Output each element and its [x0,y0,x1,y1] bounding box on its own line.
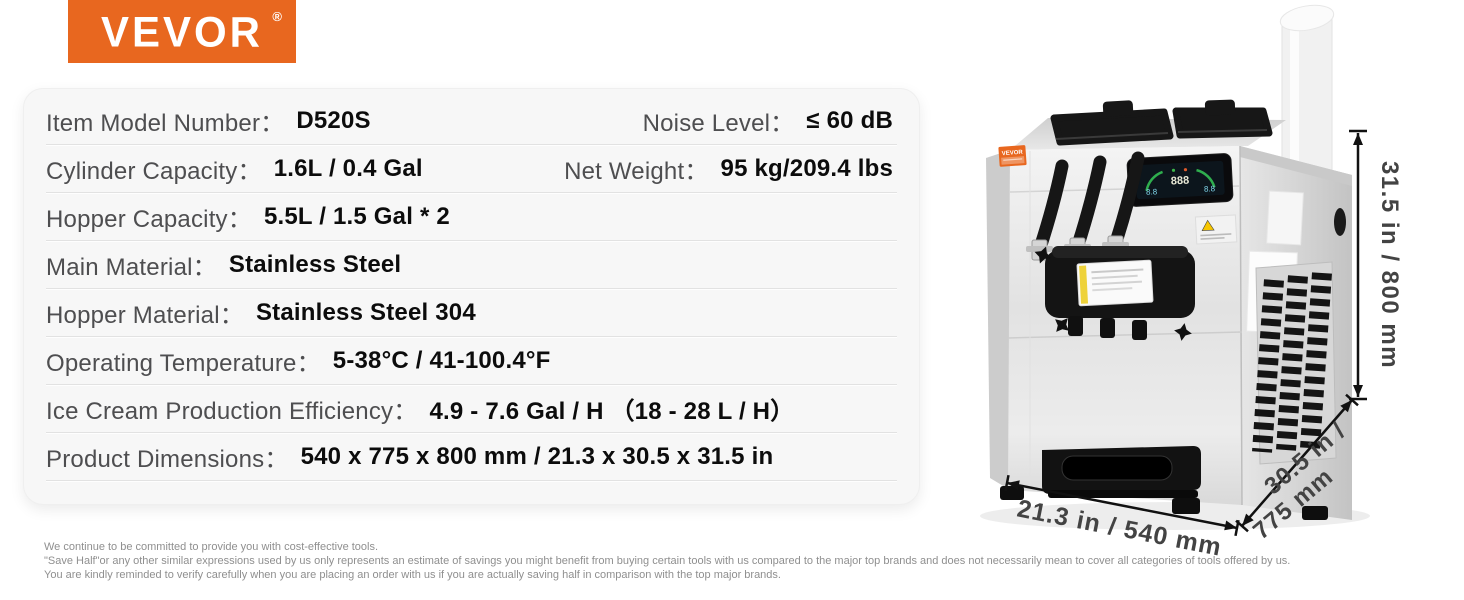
spec-row-product-dimensions: Product Dimensions： 540 x 775 x 800 mm /… [46,433,897,481]
dimension-depth [1235,393,1359,533]
warning-label [1194,214,1238,245]
dimension-height-label: 31.5 in / 800 mm [1376,161,1403,369]
nozzle [1132,320,1147,340]
spec-value: Stainless Steel [228,250,402,278]
spec-label: Operating Temperature： [46,350,321,377]
spec-label: Ice Cream Production Efficiency： [46,398,418,425]
spec-row-production-efficiency: Ice Cream Production Efficiency： 4.9 - 7… [46,385,897,433]
sticker-brand-text: VEVOR [1002,150,1024,157]
front-panel [1008,146,1242,505]
nozzle [1100,318,1115,338]
control-display: 888 8.8 8.8 [1126,153,1234,207]
display-center-readout: 888 [1171,175,1190,188]
vevor-logo-text: VEVOR [100,7,264,55]
spec-row-hopper-capacity: Hopper Capacity： 5.5L / 1.5 Gal * 2 [46,193,897,241]
display-left-readout: 8.8 [1146,187,1158,197]
vevor-logo: VEVOR ® [68,0,296,63]
spec-table: Item Model Number： D520S Noise Level： ≤ … [23,88,920,505]
disclaimer-line: You are kindly reminded to verify carefu… [44,569,781,581]
spec-value: 95 kg/209.4 lbs [720,154,893,182]
spec-row-net-weight: Net Weight： 95 kg/209.4 lbs [564,151,897,186]
lid-knob-left [1102,100,1134,117]
spec-label: Net Weight： [564,158,709,185]
spec-value: ≤ 60 dB [806,106,893,134]
drip-tray [1042,446,1201,498]
disclaimer-line: We continue to be committed to provide y… [44,541,379,553]
spec-value: 5-38°C / 41-100.4°F [332,346,551,374]
spec-label: Product Dimensions： [46,446,289,473]
dispense-handle [1109,151,1145,249]
spec-row-main-material: Main Material： Stainless Steel [46,241,897,289]
spec-row-noise-level: Noise Level： ≤ 60 dB [643,103,897,138]
dimension-height [1349,129,1367,401]
spec-row-operating-temperature: Operating Temperature： 5-38°C / 41-100.4… [46,337,897,385]
dispensing-head [1034,246,1195,341]
disclaimer: We continue to be committed to provide y… [44,540,1434,582]
cone-holder-cylinder [1279,4,1335,183]
star-knob [1055,318,1069,332]
product-photo: VEVOR 888 8.8 8.8 [950,0,1464,562]
spec-label: Main Material： [46,254,217,281]
lid-knob-right [1204,99,1236,116]
spec-label: Cylinder Capacity： [46,158,262,185]
display-right-readout: 8.8 [1204,184,1216,194]
spec-label: Noise Level： [642,110,795,137]
left-side-panel [986,150,1010,490]
spec-value: 1.6L / 0.4 Gal [273,154,423,182]
spec-row-cylinder-capacity: Cylinder Capacity： 1.6L / 0.4 Gal Net We… [46,145,897,193]
disclaimer-line: "Save Half"or any other similar expressi… [44,555,1291,567]
vevor-sticker: VEVOR [998,145,1027,167]
spec-value: 5.5L / 1.5 Gal * 2 [263,202,450,230]
spec-value: D520S [296,106,371,134]
spec-row-hopper-material: Hopper Material： Stainless Steel 304 [46,289,897,337]
spec-label: Hopper Capacity： [46,206,252,233]
side-handle-slot [1334,208,1346,236]
spec-value: 4.9 - 7.6 Gal / H （18 - 28 L / H） [429,398,795,425]
spec-value: 540 x 775 x 800 mm / 21.3 x 30.5 x 31.5 … [300,442,774,470]
dispense-handle [1033,159,1069,255]
star-knob [1034,246,1052,264]
nozzle [1068,316,1083,336]
dispense-handle [1071,155,1107,252]
star-knob [1174,323,1192,341]
spec-label: Item Model Number： [46,110,285,137]
dispense-handles [1033,151,1145,255]
hopper-lids [1050,99,1273,146]
registered-trademark-icon: ® [272,9,282,24]
spec-value: Stainless Steel 304 [255,298,476,326]
vent-grille [1252,261,1337,465]
ice-cream-machine-figure: VEVOR 888 8.8 8.8 [980,4,1403,562]
side-top-bevel [1240,146,1352,186]
spec-row-model-number: Item Model Number： D520S Noise Level： ≤ … [46,97,897,145]
spec-label: Hopper Material： [46,302,244,329]
warning-triangle-icon [1201,219,1215,232]
